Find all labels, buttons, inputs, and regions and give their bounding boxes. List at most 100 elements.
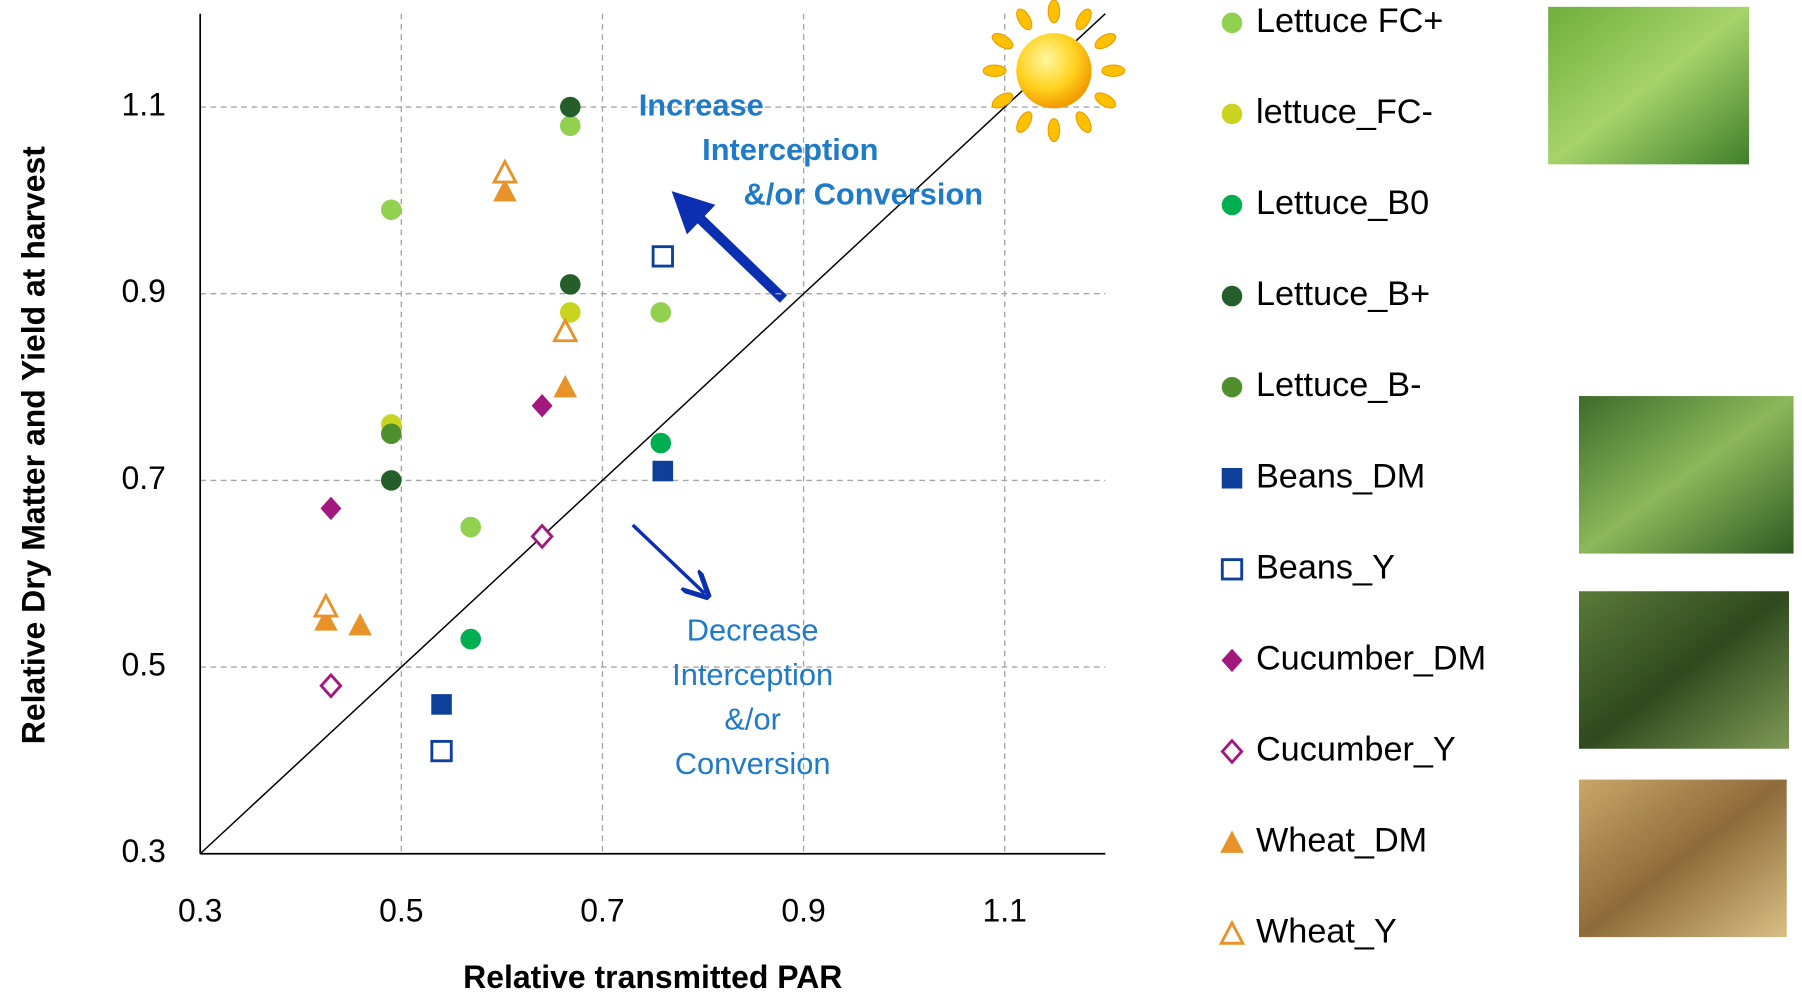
point: [1221, 103, 1243, 125]
point: [319, 672, 343, 699]
annotation: Interception: [702, 132, 878, 167]
increase-arrow: [671, 191, 788, 303]
point: [530, 523, 554, 550]
y-tick-label: 0.5: [122, 647, 166, 683]
point: [1221, 376, 1243, 398]
point: [560, 302, 581, 323]
series: [431, 460, 674, 715]
crop-photos: [1548, 6, 1794, 938]
legend-label: Wheat_Y: [1256, 913, 1397, 951]
sun-ray: [1094, 32, 1117, 50]
sun-ray: [991, 92, 1014, 109]
sun-disc: [1016, 33, 1092, 109]
point: [560, 274, 581, 295]
point: [1221, 467, 1243, 489]
annotation: Interception: [672, 657, 833, 692]
y-tick-label: 0.7: [122, 460, 166, 496]
x-tick-label: 1.1: [983, 893, 1027, 929]
point: [314, 608, 338, 631]
point: [1221, 12, 1243, 34]
point: [1220, 738, 1244, 765]
point: [380, 470, 402, 491]
point: [312, 592, 340, 618]
annotation: Conversion: [675, 746, 831, 781]
point: [1218, 919, 1246, 945]
legend-label: Wheat_DM: [1256, 822, 1427, 860]
one-to-one-line: [199, 13, 1106, 855]
point: [431, 694, 452, 715]
beans-photo: [1578, 396, 1794, 554]
legend-label: Beans_DM: [1256, 457, 1425, 495]
x-axis-title: Relative transmitted PAR: [463, 959, 842, 995]
series: [380, 423, 402, 445]
y-tick-label: 0.9: [122, 273, 166, 309]
legend-label: Cucumber_Y: [1256, 731, 1456, 769]
point: [652, 460, 674, 482]
series: [319, 523, 554, 699]
point: [380, 199, 402, 220]
point: [560, 115, 581, 136]
legend-label: Lettuce_B-: [1256, 366, 1422, 404]
point: [320, 496, 342, 521]
sun-ray: [991, 32, 1014, 50]
point: [552, 317, 579, 343]
point: [430, 739, 453, 763]
point: [1221, 285, 1243, 307]
series: [430, 245, 674, 763]
sun-ray: [1075, 111, 1092, 134]
cucumber-photo: [1578, 591, 1790, 749]
sun-ray: [982, 64, 1007, 78]
point: [1220, 830, 1244, 853]
point: [553, 374, 578, 398]
point: [531, 394, 553, 418]
point: [491, 158, 519, 184]
x-tick-label: 0.9: [781, 893, 825, 929]
sun-ray: [1047, 118, 1061, 143]
point: [560, 96, 581, 118]
annotation: &/or: [724, 701, 780, 736]
sun-ray: [1016, 111, 1033, 134]
series: [380, 115, 672, 538]
annotation: Increase: [639, 87, 764, 122]
annotation: &/or Conversion: [744, 176, 984, 211]
legend-label: Lettuce FC+: [1256, 2, 1443, 40]
point: [460, 628, 481, 650]
point: [380, 423, 402, 445]
legend-label: Lettuce_B0: [1256, 184, 1429, 222]
series: [380, 96, 581, 491]
sun-ray: [1094, 92, 1117, 109]
point: [651, 245, 674, 268]
x-tick-label: 0.3: [178, 893, 222, 929]
series: [314, 178, 578, 636]
x-tick-label: 0.7: [580, 893, 624, 929]
point: [1221, 194, 1243, 216]
series: [312, 158, 579, 618]
decrease-arrow: [631, 523, 705, 593]
legend-label: Beans_Y: [1256, 548, 1395, 586]
point: [1220, 558, 1244, 581]
sun: [982, 0, 1126, 143]
series: [380, 302, 581, 435]
point: [650, 432, 672, 454]
sun-ray: [1101, 64, 1126, 78]
x-tick-label: 0.5: [379, 893, 423, 929]
y-tick-label: 1.1: [122, 86, 166, 122]
legend-label: lettuce_FC-: [1256, 93, 1433, 131]
wheat-photo: [1578, 779, 1787, 938]
y-axis-title: Relative Dry Matter and Yield at harvest: [15, 146, 51, 745]
series: [460, 432, 672, 650]
annotation: Decrease: [687, 612, 819, 647]
lettuce-photo: [1548, 6, 1750, 165]
point: [460, 516, 481, 538]
point: [1221, 648, 1243, 673]
legend-label: Lettuce_B+: [1256, 275, 1430, 313]
legend-label: Cucumber_DM: [1256, 639, 1486, 677]
point: [348, 613, 372, 636]
sun-ray: [1075, 8, 1092, 31]
sun-ray: [1016, 8, 1033, 31]
point: [493, 178, 517, 202]
series: [320, 394, 553, 521]
y-tick-label: 0.3: [122, 833, 166, 869]
